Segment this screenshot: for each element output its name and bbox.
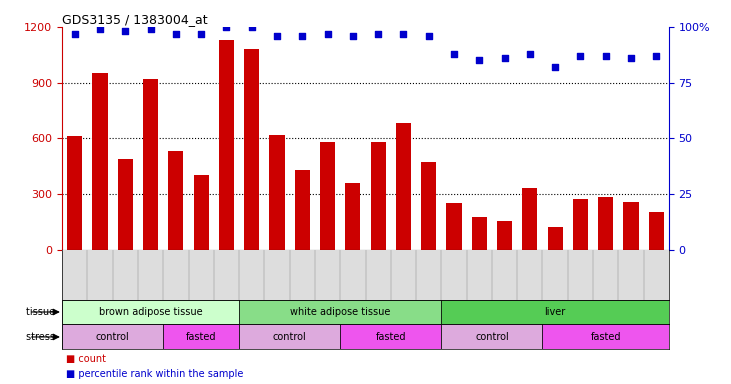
Text: control: control	[96, 332, 129, 342]
Point	[423, 33, 434, 39]
Bar	[497, 221, 512, 250]
Point	[575, 53, 586, 59]
Bar	[295, 170, 310, 250]
Bar	[168, 151, 183, 250]
Bar	[62, 300, 239, 324]
Bar	[573, 200, 588, 250]
Point	[448, 51, 460, 57]
Point	[549, 64, 561, 70]
Bar	[345, 183, 360, 250]
Point	[297, 33, 308, 39]
Bar	[522, 189, 537, 250]
Point	[246, 24, 257, 30]
Bar	[598, 197, 613, 250]
Text: liver: liver	[545, 307, 566, 317]
Bar	[340, 324, 442, 349]
Point	[94, 26, 106, 32]
Bar	[118, 159, 133, 250]
Text: fasted: fasted	[591, 332, 621, 342]
Bar	[471, 217, 487, 250]
Bar	[163, 324, 239, 349]
Text: control: control	[273, 332, 306, 342]
Bar	[92, 73, 107, 250]
Bar	[194, 175, 209, 250]
Bar	[442, 324, 542, 349]
Point	[372, 30, 384, 36]
Bar	[62, 324, 163, 349]
Bar	[371, 142, 386, 250]
Point	[651, 53, 662, 59]
Bar	[67, 136, 83, 250]
Text: control: control	[475, 332, 509, 342]
Bar	[542, 324, 669, 349]
Text: stress: stress	[26, 332, 58, 342]
Bar	[395, 123, 411, 250]
Bar	[548, 227, 563, 250]
Text: GDS3135 / 1383004_at: GDS3135 / 1383004_at	[62, 13, 208, 26]
Text: white adipose tissue: white adipose tissue	[290, 307, 390, 317]
Point	[600, 53, 612, 59]
Point	[221, 24, 232, 30]
Bar	[219, 40, 234, 250]
Bar	[270, 134, 284, 250]
Point	[119, 28, 131, 35]
Bar	[648, 212, 664, 250]
Point	[195, 30, 207, 36]
Bar	[143, 79, 158, 250]
Point	[69, 30, 80, 36]
Point	[474, 57, 485, 63]
Text: ■ count: ■ count	[66, 354, 106, 364]
Text: brown adipose tissue: brown adipose tissue	[99, 307, 202, 317]
Bar	[239, 324, 340, 349]
Point	[625, 55, 637, 61]
Point	[145, 26, 156, 32]
Bar	[421, 162, 436, 250]
Text: fasted: fasted	[376, 332, 406, 342]
Point	[271, 33, 283, 39]
Bar	[447, 203, 461, 250]
Point	[347, 33, 359, 39]
Bar	[239, 300, 442, 324]
Bar	[442, 300, 669, 324]
Point	[499, 55, 510, 61]
Text: fasted: fasted	[186, 332, 216, 342]
Point	[322, 30, 333, 36]
Point	[170, 30, 182, 36]
Point	[398, 30, 409, 36]
Bar	[244, 49, 260, 250]
Bar	[624, 202, 638, 250]
Text: tissue: tissue	[26, 307, 58, 317]
Point	[524, 51, 536, 57]
Text: ■ percentile rank within the sample: ■ percentile rank within the sample	[66, 369, 243, 379]
Bar	[320, 142, 335, 250]
